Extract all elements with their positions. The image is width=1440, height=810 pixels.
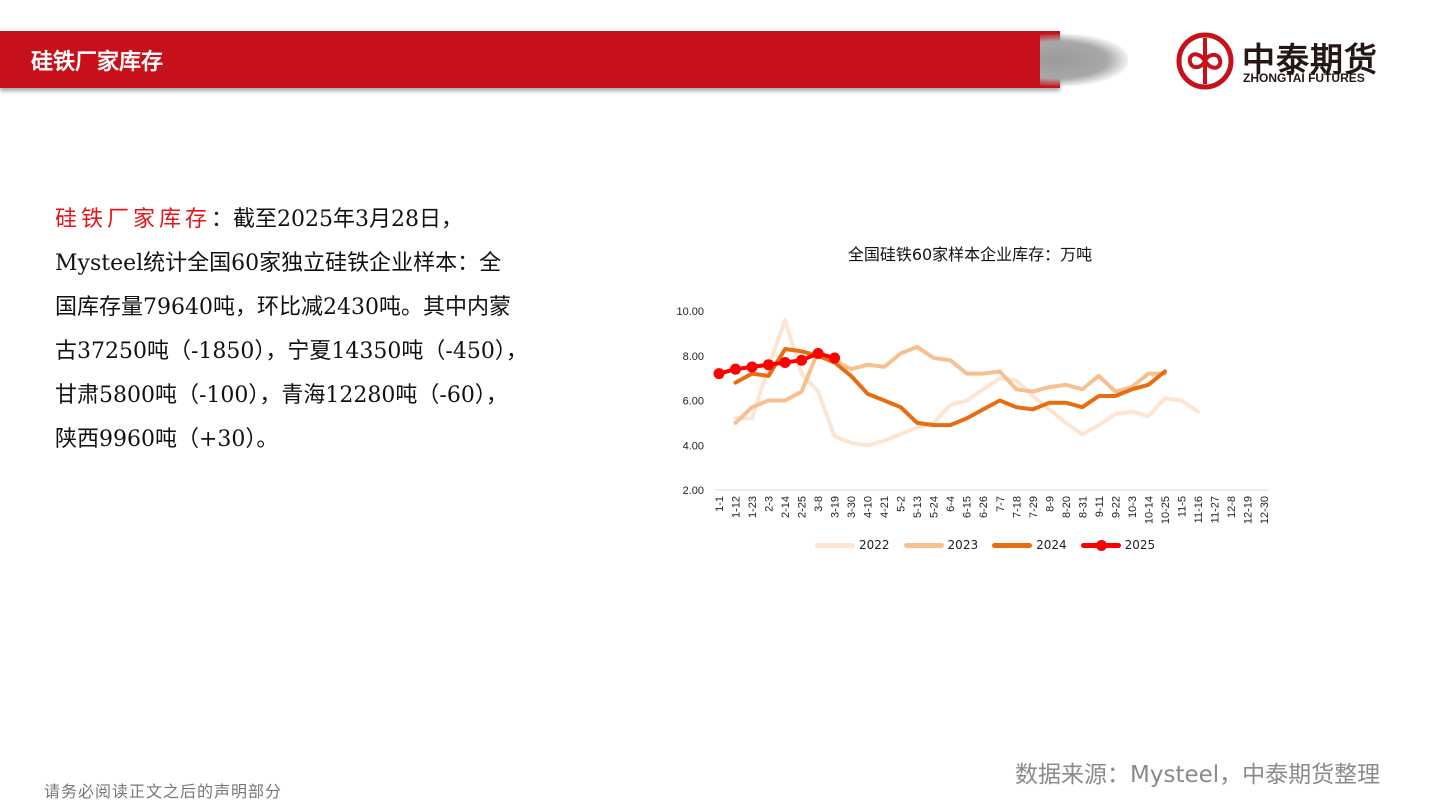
x-tick-label: 6-15	[962, 496, 974, 518]
data-source-text: 数据来源：Mysteel，中泰期货整理	[1015, 762, 1381, 788]
y-tick-label: 8.00	[683, 351, 704, 363]
x-tick-label: 2-25	[797, 496, 809, 518]
company-logo: 中泰期货 ZHONGTAI FUTURES	[1176, 31, 1396, 91]
legend-item-2024: 2024	[992, 538, 1067, 552]
chart-title: 全国硅铁60家样本企业库存：万吨	[847, 245, 1093, 264]
description-line: 陕西9960吨（+30）。	[55, 427, 279, 452]
y-tick-label: 4.00	[683, 440, 704, 452]
legend-label: 2024	[1036, 538, 1067, 552]
x-tick-label: 7-18	[1011, 496, 1023, 518]
x-tick-label: 10-25	[1160, 496, 1172, 524]
data-point-marker	[763, 359, 775, 371]
x-tick-label: 3-19	[830, 496, 842, 518]
x-tick-label: 6-4	[945, 496, 957, 512]
legend-swatch	[903, 542, 944, 548]
x-tick-label: 8-9	[1044, 496, 1056, 512]
title-banner: 硅铁厂家库存	[0, 31, 1060, 88]
legend-label: 2025	[1124, 538, 1156, 552]
x-tick-label: 11-5	[1176, 496, 1188, 517]
x-tick-label: 10-3	[1127, 496, 1139, 518]
x-tick-label: 3-30	[846, 496, 858, 518]
x-tick-label: 12-30	[1259, 496, 1271, 524]
x-tick-label: 9-11	[1094, 496, 1106, 517]
x-tick-label: 1-1	[714, 496, 726, 512]
x-tick-label: 8-31	[1077, 496, 1089, 518]
x-tick-label: 7-29	[1028, 496, 1040, 518]
x-tick-label: 1-23	[747, 496, 759, 518]
x-tick-label: 5-24	[929, 496, 941, 518]
data-point-marker	[730, 363, 742, 375]
x-tick-label: 11-27	[1209, 496, 1221, 523]
description-line: 甘肃5800吨（-100），青海12280吨（-60），	[55, 383, 508, 408]
x-tick-label: 7-7	[995, 496, 1007, 512]
disclaimer-text: 请务必阅读正文之后的声明部分	[44, 782, 283, 801]
logo-english-name: ZHONGTAI FUTURES	[1243, 71, 1365, 85]
y-tick-label: 2.00	[683, 485, 704, 497]
legend-swatch	[815, 542, 855, 548]
x-tick-label: 9-22	[1110, 496, 1122, 518]
description-highlight: 硅铁厂家库存	[55, 207, 212, 232]
data-point-marker	[713, 368, 725, 380]
series-line-2023	[733, 344, 1167, 425]
legend-swatch	[992, 542, 1033, 548]
x-tick-label: 8-20	[1061, 496, 1073, 518]
series-line-2022	[733, 318, 1200, 448]
x-tick-label: 6-26	[978, 496, 990, 518]
x-tick-label: 12-8	[1226, 496, 1238, 518]
legend-item-2022: 2022	[815, 538, 890, 552]
page-title: 硅铁厂家库存	[31, 50, 164, 75]
chart-plot-area: 2.00 4.00 6.00 8.00 10.00 1-1 1-12 1-23 2-3 2-14 2…	[676, 306, 1271, 524]
data-point-marker	[812, 348, 824, 360]
legend-swatch	[1080, 539, 1121, 551]
x-tick-label: 1-12	[731, 496, 743, 518]
x-tick-label: 4-21	[879, 496, 891, 518]
banner-shadow-decoration	[1040, 34, 1128, 86]
zhongtai-logo-icon	[1176, 32, 1234, 90]
x-tick-label: 10-14	[1143, 496, 1155, 524]
inventory-line-chart: 全国硅铁60家样本企业库存：万吨 2.00 4.00 6.00 8.00 10.00 1-…	[660, 230, 1280, 570]
data-point-marker	[829, 352, 841, 364]
description-line: 古37250吨（-1850），宁夏14350吨（-450），	[55, 339, 528, 364]
data-point-marker	[796, 354, 808, 366]
x-tick-label: 3-8	[813, 496, 825, 512]
data-point-marker	[779, 356, 791, 368]
x-tick-label: 5-2	[896, 496, 908, 512]
legend-label: 2023	[947, 538, 979, 552]
legend-item-2025: 2025	[1080, 538, 1156, 552]
x-tick-label: 2-14	[780, 496, 792, 518]
data-point-marker	[746, 361, 758, 373]
x-tick-label: 4-10	[863, 496, 875, 518]
x-tick-label: 12-19	[1242, 496, 1254, 524]
description-line: 国库存量79640吨，环比减2430吨。其中内蒙	[55, 295, 511, 320]
y-tick-label: 6.00	[683, 396, 704, 408]
logo-chinese-name: 中泰期货	[1242, 40, 1378, 79]
legend-item-2023: 2023	[903, 538, 979, 552]
description-line: ：截至2025年3月28日，	[211, 207, 463, 232]
description-text: 硅铁厂家库存：截至2025年3月28日， Mysteel统计全国60家独立硅铁企…	[55, 198, 555, 462]
y-tick-label: 10.00	[676, 306, 704, 318]
chart-legend: 2022 2023 2024 2025	[815, 538, 1155, 552]
series-line-2024	[733, 347, 1167, 428]
x-tick-label: 5-13	[912, 496, 924, 518]
x-tick-label: 2-3	[764, 496, 776, 512]
legend-label: 2022	[859, 538, 890, 552]
description-line: Mysteel统计全国60家独立硅铁企业样本：全	[55, 251, 502, 276]
x-tick-label: 11-16	[1193, 496, 1205, 523]
